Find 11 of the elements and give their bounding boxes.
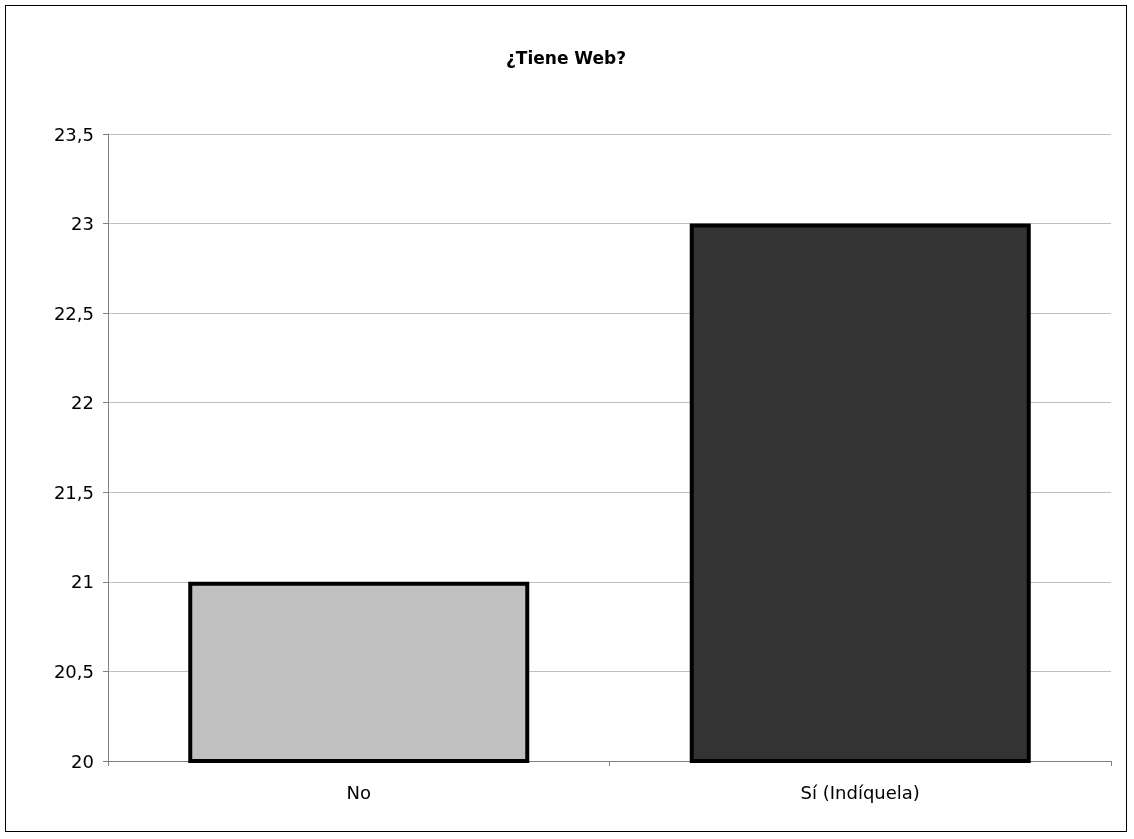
y-tick-label: 22 [71,392,94,414]
y-tick-label: 20 [71,750,94,772]
y-tick-label: 21,5 [53,481,94,503]
y-tick-label: 20,5 [53,660,94,682]
x-tick-label: No [346,781,371,803]
x-tick-label: Sí (Indíquela) [800,781,920,803]
chart-title: ¿Tiene Web? [505,47,627,68]
y-tick-label: 23 [71,213,94,235]
y-tick-label: 23,5 [53,123,94,145]
y-tick-label: 21 [71,571,94,593]
y-tick-label: 22,5 [53,302,94,324]
